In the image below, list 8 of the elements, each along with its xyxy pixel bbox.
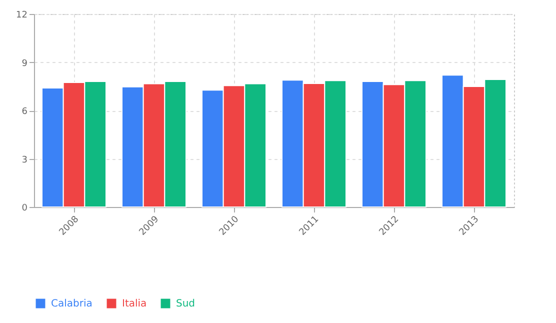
y-tick-label: 12 (16, 10, 28, 20)
y-tick-label: 9 (22, 58, 28, 69)
legend-label: Sud (176, 298, 196, 310)
y-tick-label: 3 (22, 155, 28, 166)
y-tick-label: 0 (22, 204, 28, 214)
legend-label: Italia (122, 298, 147, 310)
legend-label: Calabria (51, 298, 92, 310)
y-tick-label: 6 (22, 107, 28, 117)
